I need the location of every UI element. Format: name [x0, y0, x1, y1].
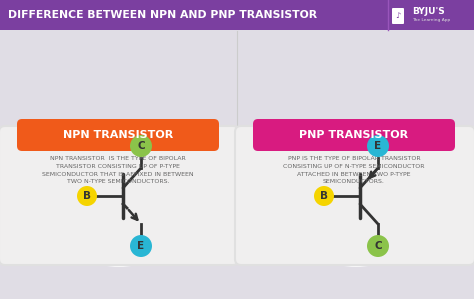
FancyBboxPatch shape [235, 126, 474, 265]
Text: BYJU'S: BYJU'S [412, 7, 445, 16]
FancyBboxPatch shape [0, 126, 239, 265]
Ellipse shape [278, 128, 434, 264]
Text: The Learning App: The Learning App [412, 18, 450, 22]
Circle shape [314, 186, 334, 206]
Text: DIFFERENCE BETWEEN NPN AND PNP TRANSISTOR: DIFFERENCE BETWEEN NPN AND PNP TRANSISTO… [8, 10, 317, 20]
Text: E: E [374, 141, 382, 151]
Circle shape [367, 135, 389, 157]
Circle shape [77, 186, 97, 206]
FancyBboxPatch shape [392, 8, 404, 24]
FancyBboxPatch shape [388, 0, 474, 30]
Ellipse shape [322, 158, 398, 234]
Text: C: C [374, 241, 382, 251]
FancyBboxPatch shape [0, 0, 474, 30]
Circle shape [130, 235, 152, 257]
Text: B: B [320, 191, 328, 201]
Text: ♪: ♪ [395, 10, 401, 19]
Text: PNP TRANSISTOR: PNP TRANSISTOR [300, 130, 409, 140]
Text: E: E [137, 241, 145, 251]
Circle shape [130, 135, 152, 157]
Text: NPN TRANSISTOR: NPN TRANSISTOR [63, 130, 173, 140]
Text: PNP IS THE TYPE OF BIPOLAR TRANSISTOR
CONSISTING UP OF N-TYPE SEMICONDUCTOR
ATTA: PNP IS THE TYPE OF BIPOLAR TRANSISTOR CO… [283, 156, 425, 184]
FancyBboxPatch shape [17, 119, 219, 151]
Ellipse shape [41, 128, 197, 264]
Text: NPN TRANSISTOR  IS THE TYPE OF BIPOLAR
TRANSISTOR CONSISTING UP OF P-TYPE
SEMICO: NPN TRANSISTOR IS THE TYPE OF BIPOLAR TR… [42, 156, 194, 184]
Ellipse shape [85, 158, 161, 234]
Text: C: C [137, 141, 145, 151]
Text: B: B [83, 191, 91, 201]
FancyBboxPatch shape [253, 119, 455, 151]
Circle shape [367, 235, 389, 257]
